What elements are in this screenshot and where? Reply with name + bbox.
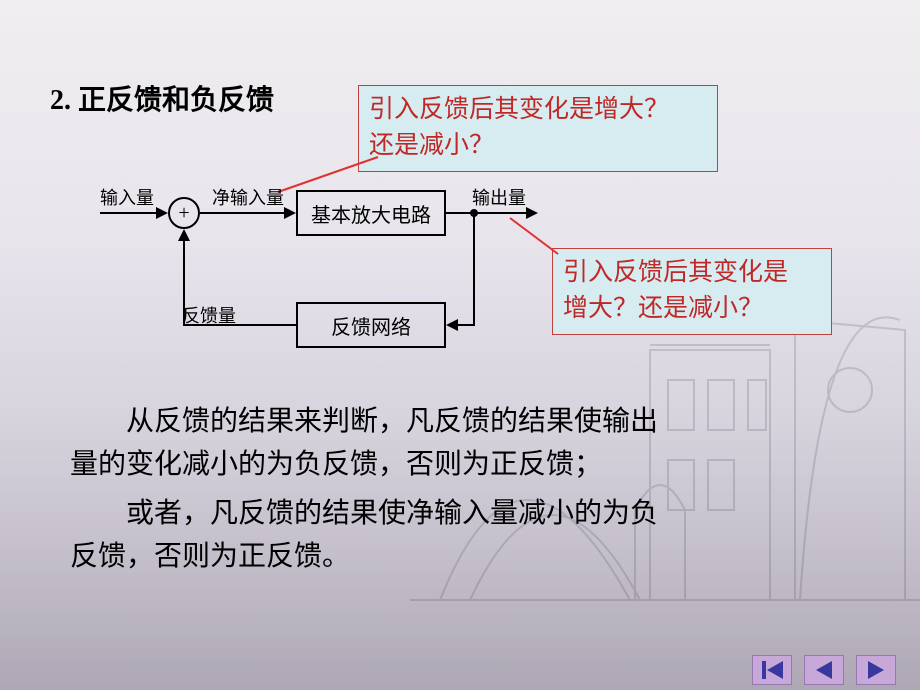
edge-output (446, 212, 528, 214)
triangle-right-icon (868, 661, 884, 679)
slide: 2. 正反馈和负反馈 引入反馈后其变化是增大？ 还是减小？ 引入反馈后其变化是 … (0, 0, 920, 690)
callout-output-line2: 增大？还是减小？ (563, 295, 763, 322)
paragraph-2: 或者，凡反馈的结果使净输入量减小的为负 反馈，否则为正反馈。 (70, 492, 870, 579)
edge-input (100, 212, 158, 214)
slide-title: 2. 正反馈和负反馈 (50, 78, 274, 118)
callout-output: 引入反馈后其变化是 增大？还是减小？ (552, 248, 832, 335)
callout-net-input-line1: 引入反馈后其变化是增大？ (369, 96, 669, 123)
callout-output-line1: 引入反馈后其变化是 (563, 259, 788, 286)
edge-fb-up (183, 241, 185, 326)
nav-prev-button[interactable] (804, 655, 844, 685)
bar-icon (762, 661, 766, 679)
arrow-feedback-in (446, 319, 458, 331)
edge-net (200, 212, 286, 214)
amplifier-box: 基本放大电路 (296, 190, 446, 236)
slide-nav (0, 650, 920, 690)
callout-net-input-line2: 还是减小？ (369, 132, 494, 159)
feedback-network-box: 反馈网络 (296, 302, 446, 348)
label-net-input: 净输入量 (212, 184, 284, 210)
paragraph-2-line2: 反馈，否则为正反馈。 (70, 541, 350, 572)
arrow-net (284, 207, 296, 219)
nav-first-button[interactable] (752, 655, 792, 685)
arrow-input (156, 207, 168, 219)
triangle-left-icon (816, 661, 832, 679)
callout-net-input: 引入反馈后其变化是增大？ 还是减小？ (358, 85, 718, 172)
label-input: 输入量 (100, 184, 154, 210)
label-output: 输出量 (472, 184, 526, 210)
arrow-feedback-up (178, 229, 190, 241)
paragraph-2-line1: 或者，凡反馈的结果使净输入量减小的为负 (70, 498, 658, 529)
paragraph-1-line2: 量的变化减小的为负反馈，否则为正反馈； (70, 449, 602, 480)
triangle-left-icon (767, 661, 783, 679)
arrow-output (526, 207, 538, 219)
nav-next-button[interactable] (856, 655, 896, 685)
edge-tap-down (473, 213, 475, 325)
edge-tap-left1 (458, 324, 475, 326)
paragraph-1: 从反馈的结果来判断，凡反馈的结果使输出 量的变化减小的为负反馈，否则为正反馈； (70, 400, 870, 487)
summer-node: + (168, 197, 200, 229)
paragraph-1-line1: 从反馈的结果来判断，凡反馈的结果使输出 (70, 406, 658, 437)
edge-fb-left (183, 324, 296, 326)
